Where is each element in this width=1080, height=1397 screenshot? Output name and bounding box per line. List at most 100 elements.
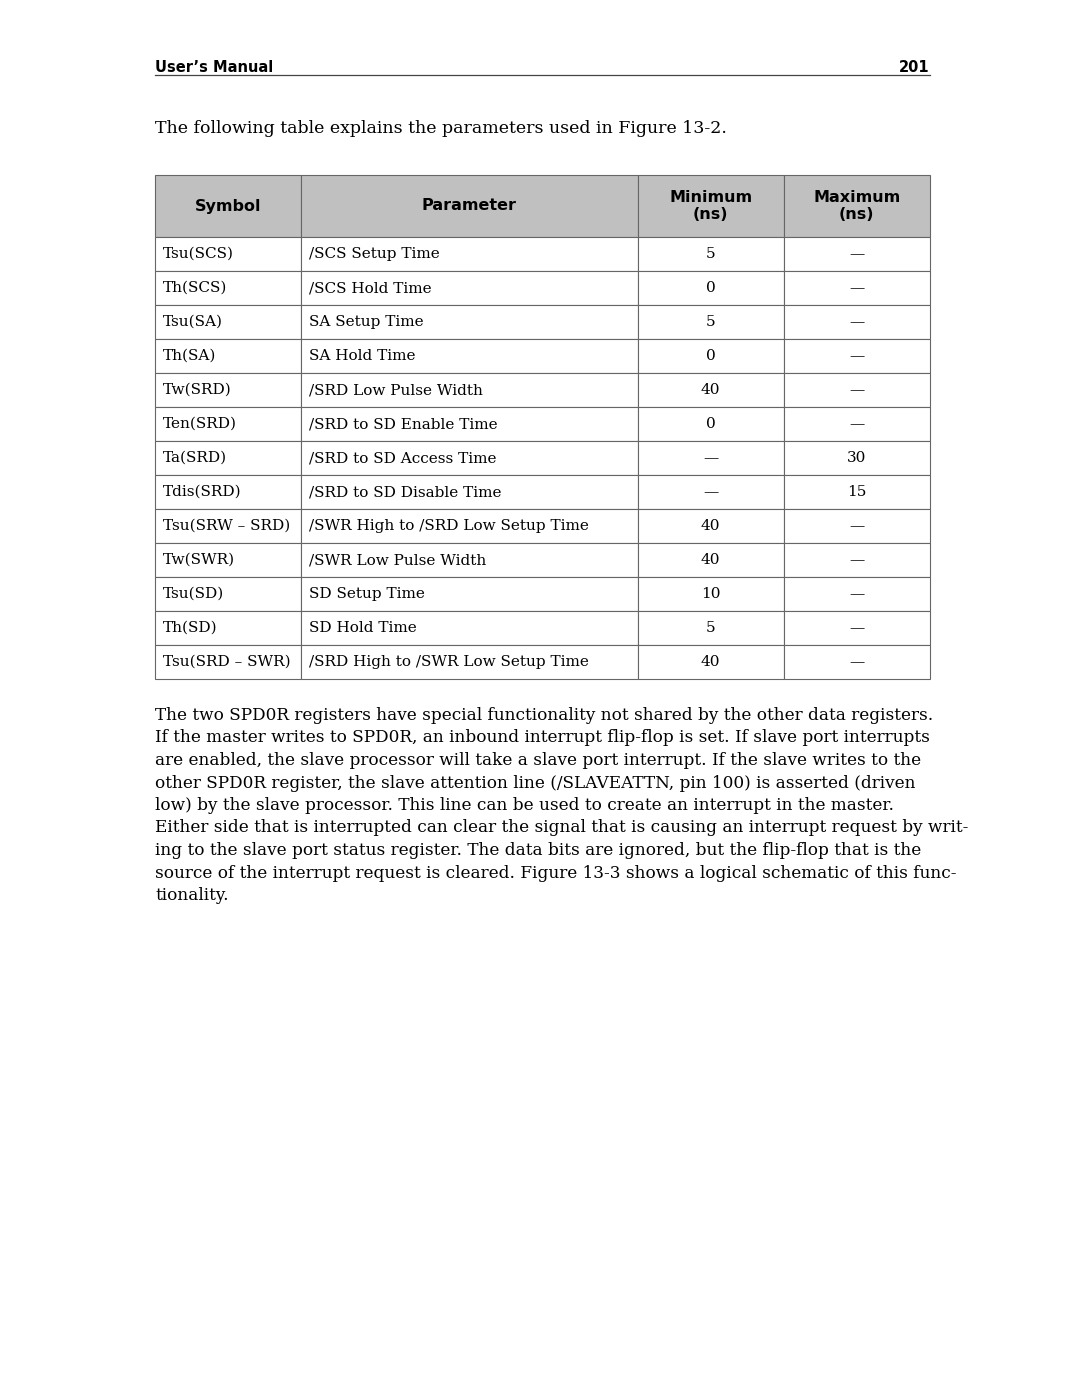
- Bar: [300, 509, 638, 543]
- Text: —: —: [849, 281, 864, 295]
- Text: /SWR Low Pulse Width: /SWR Low Pulse Width: [309, 553, 486, 567]
- Text: —: —: [849, 655, 864, 669]
- Bar: [638, 305, 783, 339]
- Bar: [638, 175, 783, 237]
- Bar: [783, 373, 930, 407]
- Text: Either side that is interrupted can clear the signal that is causing an interrup: Either side that is interrupted can clea…: [156, 820, 969, 837]
- Text: —: —: [849, 349, 864, 363]
- Text: /SRD to SD Access Time: /SRD to SD Access Time: [309, 451, 496, 465]
- Bar: [638, 441, 783, 475]
- Bar: [156, 373, 300, 407]
- Text: SD Setup Time: SD Setup Time: [309, 587, 424, 601]
- Text: Tw(SWR): Tw(SWR): [163, 553, 235, 567]
- Bar: [783, 441, 930, 475]
- Text: Th(SA): Th(SA): [163, 349, 216, 363]
- Text: /SCS Hold Time: /SCS Hold Time: [309, 281, 431, 295]
- Bar: [156, 237, 300, 271]
- Bar: [783, 271, 930, 305]
- Bar: [156, 577, 300, 610]
- Text: 0: 0: [706, 281, 716, 295]
- Bar: [783, 543, 930, 577]
- Text: Tsu(SRW – SRD): Tsu(SRW – SRD): [163, 520, 291, 534]
- Text: Tdis(SRD): Tdis(SRD): [163, 485, 242, 499]
- Text: 5: 5: [706, 247, 715, 261]
- Text: —: —: [849, 314, 864, 330]
- Bar: [300, 407, 638, 441]
- Text: Tsu(SA): Tsu(SA): [163, 314, 222, 330]
- Bar: [156, 441, 300, 475]
- Text: source of the interrupt request is cleared. Figure 13-3 shows a logical schemati: source of the interrupt request is clear…: [156, 865, 957, 882]
- Text: 40: 40: [701, 553, 720, 567]
- Bar: [300, 175, 638, 237]
- Text: /SCS Setup Time: /SCS Setup Time: [309, 247, 440, 261]
- Text: —: —: [703, 485, 718, 499]
- Bar: [300, 305, 638, 339]
- Bar: [300, 475, 638, 509]
- Text: 5: 5: [706, 622, 715, 636]
- Text: Th(SD): Th(SD): [163, 622, 218, 636]
- Bar: [783, 509, 930, 543]
- Bar: [156, 271, 300, 305]
- Text: —: —: [849, 587, 864, 601]
- Text: —: —: [849, 553, 864, 567]
- Bar: [783, 577, 930, 610]
- Bar: [783, 175, 930, 237]
- Bar: [156, 645, 300, 679]
- Bar: [783, 475, 930, 509]
- Bar: [300, 237, 638, 271]
- Text: 201: 201: [900, 60, 930, 75]
- Bar: [638, 577, 783, 610]
- Bar: [300, 373, 638, 407]
- Bar: [783, 645, 930, 679]
- Bar: [638, 543, 783, 577]
- Text: The following table explains the parameters used in Figure 13-2.: The following table explains the paramet…: [156, 120, 727, 137]
- Text: other SPD0R register, the slave attention line (/SLAVEATTN, pin 100) is asserted: other SPD0R register, the slave attentio…: [156, 774, 916, 792]
- Text: Tsu(SCS): Tsu(SCS): [163, 247, 234, 261]
- Text: —: —: [849, 520, 864, 534]
- Text: If the master writes to SPD0R, an inbound interrupt flip-flop is set. If slave p: If the master writes to SPD0R, an inboun…: [156, 729, 930, 746]
- Text: 30: 30: [847, 451, 866, 465]
- Text: SD Hold Time: SD Hold Time: [309, 622, 417, 636]
- Text: User’s Manual: User’s Manual: [156, 60, 273, 75]
- Bar: [783, 339, 930, 373]
- Text: Tw(SRD): Tw(SRD): [163, 383, 232, 397]
- Bar: [638, 509, 783, 543]
- Text: SA Setup Time: SA Setup Time: [309, 314, 423, 330]
- Text: /SRD to SD Disable Time: /SRD to SD Disable Time: [309, 485, 501, 499]
- Bar: [783, 237, 930, 271]
- Text: /SRD to SD Enable Time: /SRD to SD Enable Time: [309, 416, 497, 432]
- Text: 10: 10: [701, 587, 720, 601]
- Bar: [638, 610, 783, 645]
- Text: 40: 40: [701, 655, 720, 669]
- Text: /SWR High to /SRD Low Setup Time: /SWR High to /SRD Low Setup Time: [309, 520, 589, 534]
- Bar: [638, 645, 783, 679]
- Bar: [300, 610, 638, 645]
- Text: /SRD Low Pulse Width: /SRD Low Pulse Width: [309, 383, 483, 397]
- Bar: [156, 475, 300, 509]
- Bar: [638, 271, 783, 305]
- Bar: [300, 271, 638, 305]
- Bar: [783, 610, 930, 645]
- Text: —: —: [849, 383, 864, 397]
- Bar: [300, 339, 638, 373]
- Text: 15: 15: [847, 485, 866, 499]
- Bar: [638, 407, 783, 441]
- Bar: [300, 543, 638, 577]
- Text: Symbol: Symbol: [194, 198, 261, 214]
- Bar: [638, 373, 783, 407]
- Text: 5: 5: [706, 314, 715, 330]
- Bar: [156, 543, 300, 577]
- Text: 0: 0: [706, 349, 716, 363]
- Bar: [783, 407, 930, 441]
- Bar: [156, 509, 300, 543]
- Text: /SRD High to /SWR Low Setup Time: /SRD High to /SWR Low Setup Time: [309, 655, 589, 669]
- Text: Th(SCS): Th(SCS): [163, 281, 228, 295]
- Bar: [300, 645, 638, 679]
- Bar: [638, 339, 783, 373]
- Text: 40: 40: [701, 383, 720, 397]
- Text: 40: 40: [701, 520, 720, 534]
- Text: Parameter: Parameter: [422, 198, 516, 214]
- Text: Ten(SRD): Ten(SRD): [163, 416, 237, 432]
- Text: Minimum
(ns): Minimum (ns): [670, 190, 753, 222]
- Text: low) by the slave processor. This line can be used to create an interrupt in the: low) by the slave processor. This line c…: [156, 798, 894, 814]
